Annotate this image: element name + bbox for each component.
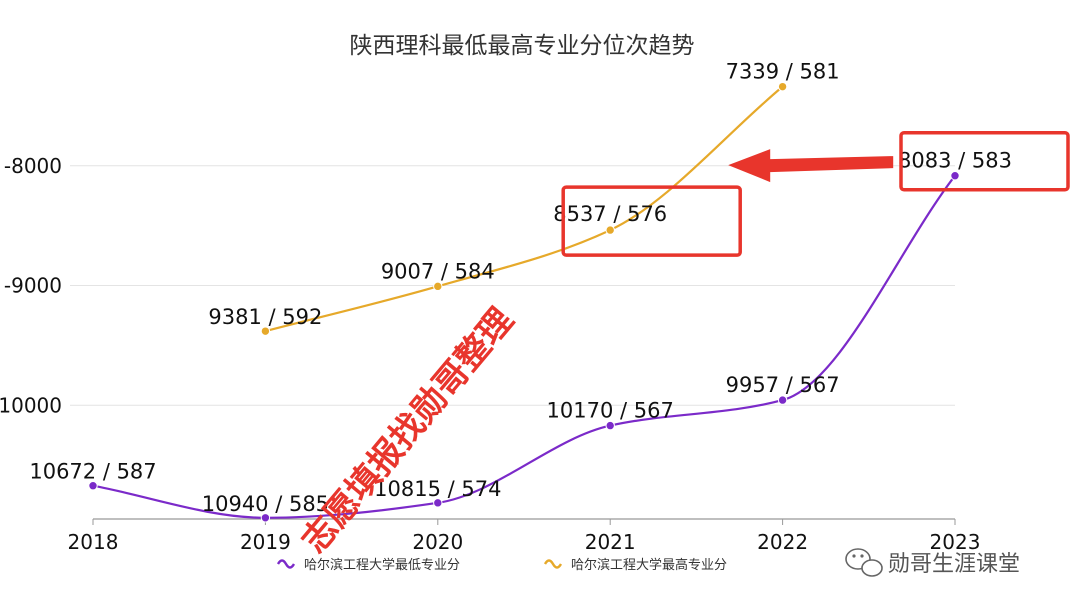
watermark-text: 志愿填报找勋哥整理 bbox=[294, 301, 521, 561]
x-axis: 2018 2019 2020 2021 2022 2023 bbox=[68, 518, 981, 554]
data-point bbox=[433, 498, 443, 508]
data-point bbox=[260, 513, 271, 523]
legend: 哈尔滨工程大学最低专业分 哈尔滨工程大学最高专业分 bbox=[276, 557, 727, 573]
x-tick-label: 2018 bbox=[68, 530, 119, 554]
legend-label: 哈尔滨工程大学最高专业分 bbox=[571, 557, 727, 573]
series-line-0 bbox=[92, 175, 956, 519]
legend-swatch bbox=[543, 559, 563, 569]
highlight-box-2023 bbox=[899, 130, 1070, 192]
chart-title: 陕西理科最低最高专业分位次趋势 bbox=[350, 33, 695, 59]
data-label: 8083 / 583 bbox=[898, 149, 1012, 173]
highlight-annotations bbox=[561, 130, 1070, 257]
x-tick-label: 2020 bbox=[412, 530, 463, 554]
data-point bbox=[433, 281, 443, 292]
x-tick-label: 2022 bbox=[757, 530, 808, 554]
data-point bbox=[777, 81, 788, 92]
highlight-arrow bbox=[728, 149, 894, 183]
brand-name: 勋哥生涯课堂 bbox=[888, 552, 1020, 577]
legend-swatch bbox=[276, 559, 296, 569]
y-tick-label: -10000 bbox=[0, 393, 62, 417]
legend-label: 哈尔滨工程大学最低专业分 bbox=[304, 557, 460, 573]
data-point bbox=[605, 420, 615, 431]
data-label: 7339 / 581 bbox=[726, 60, 840, 84]
data-point bbox=[605, 225, 615, 235]
data-point bbox=[950, 171, 960, 181]
data-labels: 10672 / 587 10940 / 585 10815 / 574 10170 /… bbox=[29, 60, 1012, 516]
brand: 勋哥生涯课堂 bbox=[845, 548, 1020, 577]
y-tick-label: -8000 bbox=[4, 154, 62, 178]
series-line-1 bbox=[265, 85, 784, 333]
data-label: 9007 / 584 bbox=[381, 259, 495, 283]
y-tick-label: -9000 bbox=[4, 274, 62, 298]
wechat-icon bbox=[845, 548, 883, 577]
data-label: 9381 / 592 bbox=[208, 305, 322, 329]
data-point bbox=[260, 326, 271, 336]
data-points bbox=[88, 81, 960, 523]
data-label: 10170 / 567 bbox=[547, 399, 674, 423]
y-axis: -8000 -9000 -10000 bbox=[0, 154, 62, 417]
x-tick-label: 2023 bbox=[930, 530, 981, 554]
data-label: 10940 / 585 bbox=[202, 492, 329, 516]
x-tick-label: 2021 bbox=[585, 530, 636, 554]
highlight-box-2021 bbox=[561, 185, 742, 257]
data-label: 9957 / 567 bbox=[726, 373, 840, 397]
data-point bbox=[88, 481, 98, 491]
grid-lines bbox=[70, 165, 955, 406]
data-point bbox=[777, 395, 788, 405]
series-lines bbox=[92, 85, 956, 519]
data-label: 8537 / 576 bbox=[553, 202, 667, 226]
data-label: 10672 / 587 bbox=[29, 460, 156, 484]
data-label: 10815 / 574 bbox=[374, 477, 501, 501]
x-tick-label: 2019 bbox=[240, 530, 291, 554]
